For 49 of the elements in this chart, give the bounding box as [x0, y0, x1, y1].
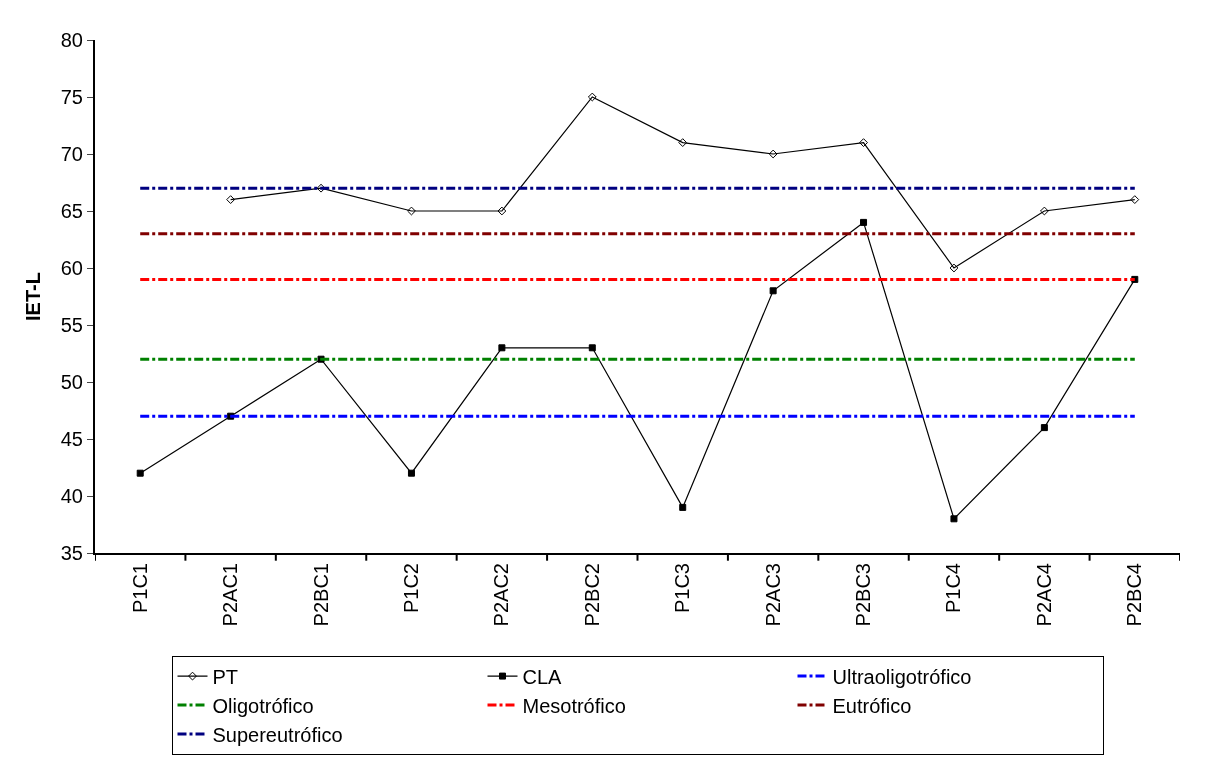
- point: [407, 469, 415, 477]
- x-tick-label: P1C2: [399, 563, 422, 614]
- point: [136, 469, 144, 477]
- x-tick-label: P1C3: [671, 563, 694, 614]
- legend-label: Oligotrófico: [212, 694, 314, 717]
- point: [679, 503, 687, 511]
- y-tick-label: 70: [60, 143, 83, 165]
- x-tick-label: P2AC1: [219, 563, 242, 627]
- y-tick-label: 50: [60, 371, 83, 393]
- x-tick-label: P2BC4: [1123, 563, 1146, 627]
- point: [859, 138, 868, 147]
- legend-label: PT: [212, 665, 239, 688]
- legend-label: Ultraoligotrófico: [832, 665, 972, 688]
- point: [1130, 195, 1140, 204]
- point: [407, 206, 416, 216]
- point: [587, 92, 597, 102]
- point: [769, 287, 777, 295]
- point: [678, 138, 688, 147]
- point: [226, 195, 236, 204]
- x-tick-label: P2AC2: [490, 563, 513, 627]
- point: [860, 218, 868, 226]
- x-tick-label: P1C1: [128, 563, 151, 614]
- x-tick-label: P1C4: [942, 563, 965, 614]
- x-tick-label: P2AC3: [761, 563, 784, 627]
- legend-label: Eutrófico: [832, 694, 912, 717]
- point: [498, 344, 506, 352]
- point: [950, 515, 958, 523]
- legend-label: CLA: [522, 665, 563, 688]
- y-tick-label: 75: [60, 86, 83, 108]
- y-tick-label: 35: [60, 542, 83, 564]
- point: [1040, 424, 1048, 432]
- x-tick-label: P2BC2: [580, 563, 603, 627]
- legend-label: Supereutrófico: [212, 723, 343, 746]
- y-axis-title: IET-L: [21, 272, 44, 321]
- y-tick-label: 45: [60, 428, 83, 450]
- point: [588, 344, 596, 352]
- point: [768, 149, 778, 159]
- point: [949, 263, 959, 273]
- y-tick-label: 60: [60, 257, 83, 279]
- x-tick-label: P2AC4: [1032, 563, 1055, 627]
- y-tick-label: 40: [60, 485, 83, 507]
- legend-label: Mesotrófico: [522, 694, 626, 717]
- point: [497, 206, 507, 216]
- x-tick-label: P2BC1: [309, 563, 332, 627]
- point: [1039, 206, 1049, 216]
- x-tick-label: P2BC3: [852, 563, 875, 627]
- y-tick-label: 65: [60, 200, 83, 222]
- y-tick-label: 55: [60, 314, 83, 336]
- y-tick-label: 80: [60, 29, 83, 51]
